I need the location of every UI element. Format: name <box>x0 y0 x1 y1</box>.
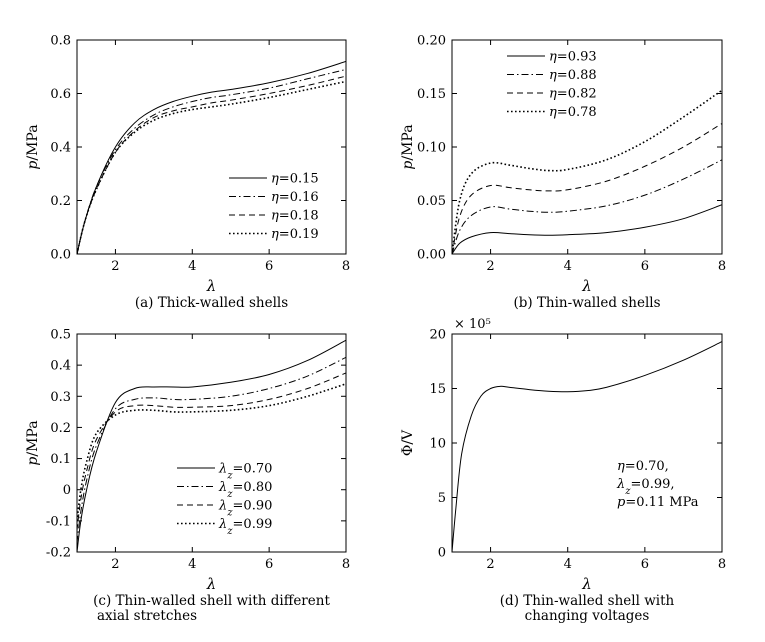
annotation-line: λz=0.99, <box>616 477 675 497</box>
legend-label: η=0.93 <box>549 50 597 65</box>
y-tick-label: 0.4 <box>50 359 71 374</box>
x-tick-label: 4 <box>564 557 572 572</box>
x-tick-label: 8 <box>718 259 726 274</box>
y-tick-label: 0.05 <box>417 194 446 209</box>
series-line-2 <box>77 68 346 254</box>
caption-line: (c) Thin-walled shell with different <box>93 593 330 609</box>
chart-panel-b: 2 4 6 8 0.00 0.05 0.10 0.15 0.20 λ p/MPa (b) Thin-w… <box>400 34 726 312</box>
x-axis-label: λ <box>581 277 592 295</box>
x-tick-label: 4 <box>188 259 196 274</box>
legend-label: λz=0.90 <box>218 499 272 519</box>
x-axis-label: λ <box>206 277 217 295</box>
y-axis-label: p/MPa <box>25 420 41 465</box>
chart-panel-a: 2 4 6 8 0.0 0.2 0.4 0.6 0.8 λ p/MPa (a) Thick-walle… <box>25 34 350 312</box>
y-tick-label: 20 <box>429 328 446 343</box>
legend-label: η=0.78 <box>549 105 597 120</box>
y-tick-label: 0.5 <box>50 328 71 343</box>
y-tick-label: 10 <box>429 437 446 452</box>
legend-label: λz=0.80 <box>218 480 272 500</box>
y-tick-label: -0.2 <box>46 546 71 561</box>
x-tick-label: 8 <box>342 259 350 274</box>
y-tick-label: 0.2 <box>50 421 71 436</box>
caption-line: axial stretches <box>97 608 197 624</box>
caption-line: (a) Thick-walled shells <box>135 295 288 311</box>
caption-line: (b) Thin-walled shells <box>513 295 660 311</box>
annotation-line: p=0.11 MPa <box>617 495 699 510</box>
legend: η=0.93 η=0.88 η=0.82 η=0.78 <box>507 50 597 120</box>
x-tick-label: 2 <box>486 259 494 274</box>
series-line-1 <box>77 339 346 552</box>
x-tick-label: 8 <box>718 557 726 572</box>
annotation: η=0.70, λz=0.99,p=0.11 MPa <box>616 459 699 510</box>
y-tick-label: 0.1 <box>50 452 71 467</box>
series-line-4 <box>77 80 346 254</box>
y-tick-label: 0.3 <box>50 390 71 405</box>
x-tick-label: 6 <box>641 259 649 274</box>
series-line-1 <box>452 204 722 254</box>
series-line-4 <box>77 383 346 521</box>
x-tick-label: 6 <box>265 259 273 274</box>
y-tick-label: 0.20 <box>417 34 446 49</box>
y-tick-label: 5 <box>438 491 446 506</box>
y-tick-label: -0.1 <box>46 514 71 529</box>
panel-caption: (b) Thin-walled shells <box>513 295 660 311</box>
chart-panel-c: 2 4 6 8 -0.2 -0.1 0 0.1 0.2 0.3 0.4 0.5 λ p/MPa (c) Th… <box>25 328 350 625</box>
panel-caption: (a) Thick-walled shells <box>135 295 288 311</box>
series-line-3 <box>77 75 346 254</box>
series-line-2 <box>452 159 722 254</box>
legend-label: η=0.82 <box>549 87 597 102</box>
legend-label: η=0.15 <box>271 172 319 187</box>
x-tick-label: 6 <box>641 557 649 572</box>
y-axis-label: p/MPa <box>25 124 41 169</box>
x-tick-label: 2 <box>486 557 494 572</box>
series-line-1 <box>77 60 346 254</box>
y-tick-label: 0.00 <box>417 248 446 263</box>
x-tick-label: 2 <box>111 557 119 572</box>
y-multiplier: × 10⁵ <box>454 317 491 332</box>
legend-label: λz=0.70 <box>218 462 272 482</box>
chart-panel-d: 2 4 6 8 0 5 10 15 20 λ Φ/V × 10⁵ (d) Thin-walled she… <box>400 317 726 624</box>
legend-label: η=0.16 <box>271 190 319 205</box>
legend-label: η=0.18 <box>271 209 319 224</box>
annotation-line: η=0.70, <box>617 459 669 474</box>
plot-frame <box>76 333 347 553</box>
series-line-4 <box>452 89 722 254</box>
y-tick-label: 0 <box>438 546 446 561</box>
legend-label: η=0.88 <box>549 68 597 83</box>
y-tick-label: 0.15 <box>417 87 446 102</box>
series-line-3 <box>452 123 722 254</box>
y-tick-label: 0.10 <box>417 141 446 156</box>
x-tick-label: 2 <box>111 259 119 274</box>
x-tick-label: 4 <box>564 259 572 274</box>
y-axis-label: p/MPa <box>400 124 416 169</box>
x-tick-label: 4 <box>188 557 196 572</box>
x-axis-label: λ <box>581 575 592 593</box>
y-tick-label: 15 <box>429 382 446 397</box>
legend: η=0.15 η=0.16 η=0.18 η=0.19 <box>229 172 319 242</box>
y-tick-label: 0.6 <box>50 87 71 102</box>
caption-line: changing voltages <box>525 608 650 624</box>
series-line-3 <box>77 372 346 531</box>
y-tick-label: 0.4 <box>50 141 71 156</box>
plot-frame <box>451 333 723 553</box>
x-tick-label: 8 <box>342 557 350 572</box>
series-line-2 <box>77 356 346 543</box>
y-tick-label: 0.0 <box>50 248 71 263</box>
x-axis-label: λ <box>206 575 217 593</box>
y-tick-label: 0 <box>63 483 71 498</box>
legend-label: λz=0.99 <box>218 517 272 537</box>
legend-label: η=0.19 <box>271 227 319 242</box>
x-tick-label: 6 <box>265 557 273 572</box>
y-tick-label: 0.8 <box>50 34 71 49</box>
caption-line: (d) Thin-walled shell with <box>500 593 675 609</box>
y-tick-label: 0.2 <box>50 194 71 209</box>
panel-caption: (c) Thin-walled shell with differentaxia… <box>93 593 330 624</box>
series-line-1 <box>452 341 722 552</box>
y-axis-label: Φ/V <box>400 429 416 456</box>
